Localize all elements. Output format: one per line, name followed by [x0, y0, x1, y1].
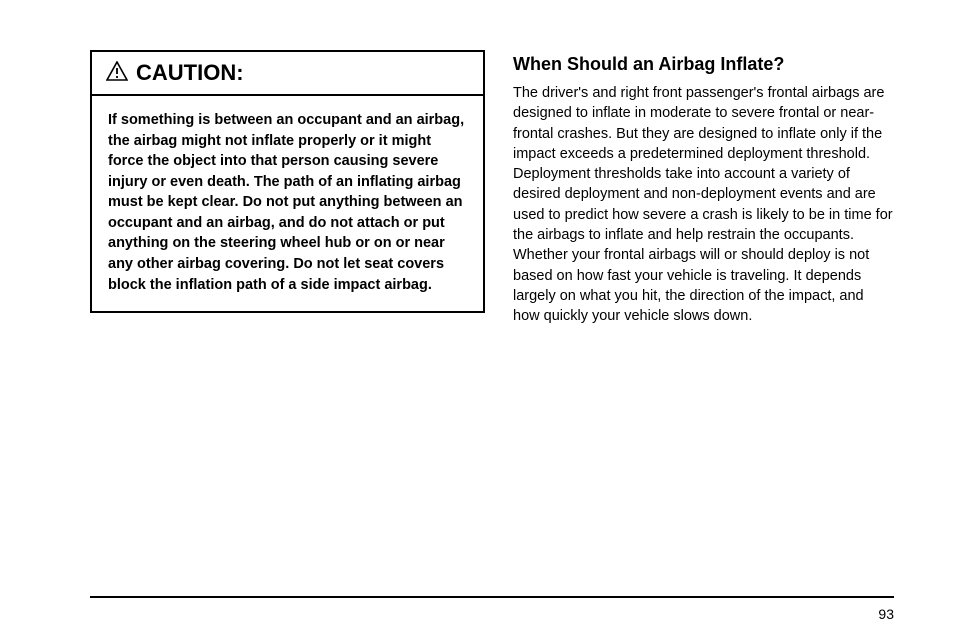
footer-rule	[90, 596, 894, 598]
left-column: CAUTION: If something is between an occu…	[90, 50, 485, 327]
caution-body-text: If something is between an occupant and …	[92, 96, 483, 311]
page-number: 93	[878, 606, 894, 622]
caution-title: CAUTION:	[136, 60, 244, 86]
caution-box: CAUTION: If something is between an occu…	[90, 50, 485, 313]
right-column: When Should an Airbag Inflate? The drive…	[513, 50, 893, 327]
section-heading: When Should an Airbag Inflate?	[513, 54, 893, 75]
section-body-text: The driver's and right front passenger's…	[513, 83, 893, 327]
warning-icon	[106, 61, 128, 85]
caution-header: CAUTION:	[92, 52, 483, 96]
manual-page: CAUTION: If something is between an occu…	[0, 0, 954, 636]
two-column-layout: CAUTION: If something is between an occu…	[90, 50, 894, 327]
